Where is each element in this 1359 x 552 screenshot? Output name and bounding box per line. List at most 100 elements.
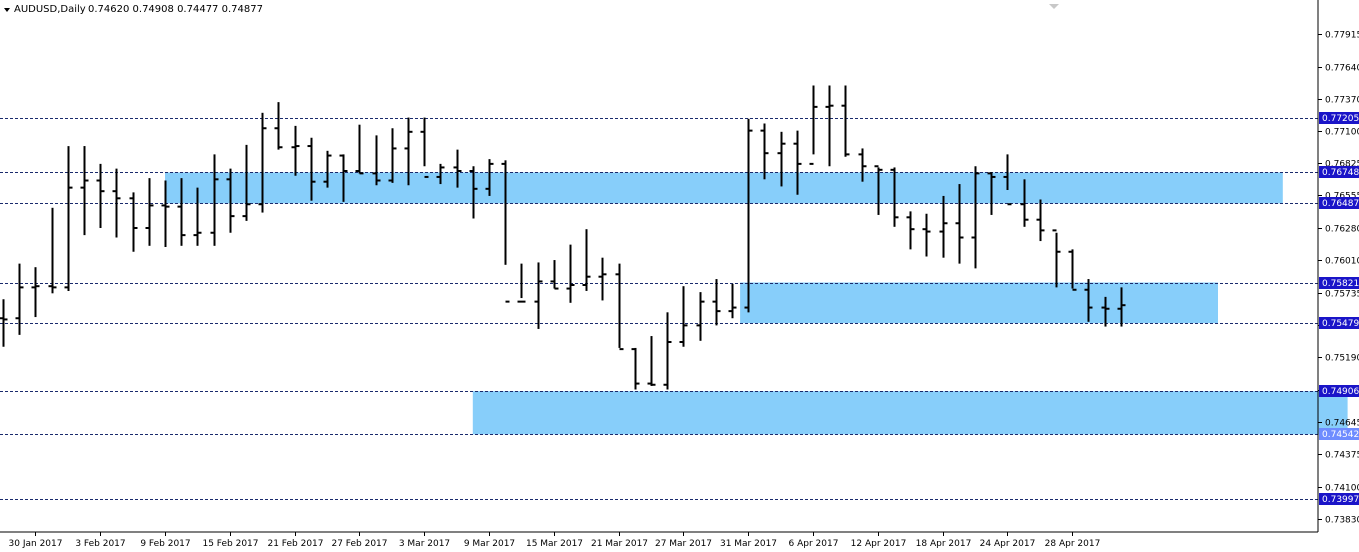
ohlc-bar — [631, 347, 640, 390]
ohlc-bar — [728, 283, 737, 319]
ohlc-bar — [242, 144, 251, 221]
ohlc-bar — [971, 166, 980, 269]
ohlc-bar — [112, 168, 121, 238]
level-tag[interactable] — [1319, 493, 1359, 505]
ohlc-bar — [841, 85, 850, 157]
ohlc-bar — [793, 130, 802, 195]
ohlc-bar — [744, 118, 753, 313]
ohlc-bar — [96, 163, 105, 228]
time-tick-label: 3 Mar 2017 — [399, 539, 450, 549]
ohlc-bar — [517, 263, 526, 303]
ohlc-bar — [939, 195, 948, 258]
time-tick-label: 21 Mar 2017 — [591, 539, 648, 549]
ohlc-bar — [598, 257, 607, 301]
zone-0[interactable] — [165, 172, 1283, 204]
ohlc-bar — [193, 187, 202, 246]
price-tick-label: 0.77640 — [1325, 64, 1359, 74]
ohlc-bar — [291, 125, 300, 176]
ohlc-bar — [226, 168, 235, 233]
ohlc-bar — [1020, 179, 1029, 227]
level-tag-label: 0.74906 — [1322, 387, 1359, 397]
ohlc-bar — [80, 146, 89, 236]
level-tag[interactable] — [1319, 317, 1359, 329]
ohlc-bar — [987, 172, 996, 215]
level-tag[interactable] — [1319, 166, 1359, 178]
shift-marker-icon[interactable] — [1049, 4, 1059, 9]
zone-2[interactable] — [472, 391, 1348, 435]
ohlc-bar — [566, 244, 575, 303]
ohlc-bar — [307, 137, 316, 201]
level-tag-label: 0.74542 — [1322, 430, 1359, 440]
level-tag[interactable] — [1319, 112, 1359, 124]
price-tick-label: 0.76555 — [1325, 192, 1359, 202]
ohlc-bar — [1101, 296, 1110, 327]
ohlc-bar — [64, 146, 73, 291]
ohlc-bar — [550, 260, 559, 290]
time-tick-label: 15 Mar 2017 — [526, 539, 583, 549]
ohlc-bar — [1052, 229, 1061, 288]
ohlc-bar — [372, 135, 381, 186]
ohlc-bar — [1036, 199, 1045, 242]
ohlc-bar — [177, 178, 186, 246]
ohlc-bar — [48, 207, 57, 294]
ohlc-bar — [777, 131, 786, 187]
ohlc-bar — [809, 85, 818, 165]
level-tag[interactable] — [1319, 385, 1359, 397]
ohlc-bar — [404, 117, 413, 186]
ohlc-bar — [696, 292, 705, 341]
price-tick-label: 0.73830 — [1325, 516, 1359, 526]
ohlc-bar — [274, 102, 283, 150]
zone-1[interactable] — [740, 282, 1218, 324]
time-tick-label: 6 Apr 2017 — [789, 539, 839, 549]
ohlc-bar — [210, 154, 219, 246]
ohlc-bar — [712, 279, 721, 326]
level-tag[interactable] — [1319, 277, 1359, 289]
ohlc-bar — [534, 262, 543, 329]
ohlc-bar — [760, 123, 769, 180]
time-tick-label: 24 Apr 2017 — [980, 539, 1036, 549]
ohlc-values: 0.74620 0.74908 0.74477 0.74877 — [88, 4, 263, 15]
ohlc-bar — [1084, 279, 1093, 322]
level-tag-label: 0.76487 — [1322, 199, 1359, 209]
ohlc-bar — [906, 211, 915, 250]
price-tick-label: 0.77915 — [1325, 31, 1359, 41]
symbol-label: AUDUSD,Daily — [14, 4, 86, 15]
price-tick-label: 0.76010 — [1325, 257, 1359, 267]
price-tick-label: 0.75190 — [1325, 354, 1359, 364]
time-tick-label: 28 Apr 2017 — [1045, 539, 1101, 549]
ohlc-bar — [663, 312, 672, 390]
ohlc-bar — [858, 148, 867, 182]
ohlc-bar — [31, 267, 40, 318]
ohlc-bar — [922, 213, 931, 257]
price-tick-label: 0.74100 — [1325, 484, 1359, 494]
price-tick-label: 0.76280 — [1325, 225, 1359, 235]
ohlc-bar — [647, 336, 656, 386]
zones-layer — [165, 172, 1348, 435]
bars-layer — [0, 85, 1126, 390]
dropdown-triangle-icon[interactable] — [4, 8, 10, 12]
ohlc-bar — [1003, 154, 1012, 206]
time-tick-label: 18 Apr 2017 — [916, 539, 972, 549]
ohlc-bar — [582, 229, 591, 291]
ohlc-bar — [355, 124, 364, 175]
time-tick-label: 30 Jan 2017 — [9, 539, 63, 549]
time-tick-label: 31 Mar 2017 — [720, 539, 777, 549]
time-tick-label: 27 Feb 2017 — [331, 539, 387, 549]
ohlc-bar — [469, 166, 478, 219]
level-tag-label: 0.76748 — [1322, 168, 1359, 178]
time-tick-label: 9 Mar 2017 — [464, 539, 515, 549]
ohlc-bar — [1117, 287, 1126, 327]
time-tick-label: 27 Mar 2017 — [655, 539, 712, 549]
level-tag[interactable] — [1319, 428, 1359, 440]
ohlc-bar — [615, 263, 624, 351]
ohlc-bar — [453, 149, 462, 188]
chart-header: AUDUSD,Daily 0.74620 0.74908 0.74477 0.7… — [4, 4, 263, 15]
level-tag[interactable] — [1319, 197, 1359, 209]
ohlc-bar — [874, 165, 883, 215]
ohlc-bar — [388, 128, 397, 183]
time-tick-label: 21 Feb 2017 — [267, 539, 323, 549]
ohlc-bar — [339, 154, 348, 202]
level-tag-label: 0.73997 — [1322, 495, 1359, 505]
